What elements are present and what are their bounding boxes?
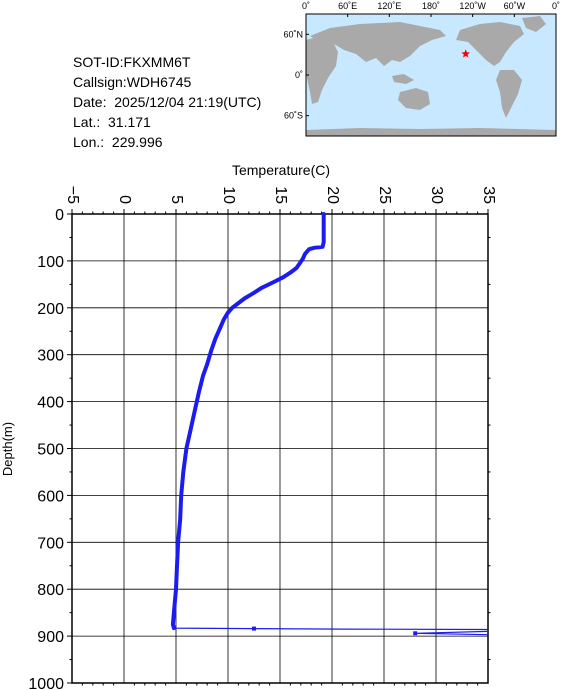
map-lon-label: 60˚E xyxy=(338,1,357,11)
y-tick-label: 900 xyxy=(37,629,64,646)
map-lon-label: 60˚W xyxy=(504,1,526,11)
y-tick-label: 800 xyxy=(37,582,64,599)
map-land-antarctica xyxy=(306,128,556,136)
chart-axes: −5 0 5 10 15 20 25 30 35010020030040050060070080… xyxy=(28,186,496,690)
map-lon-label: 0˚ xyxy=(302,1,310,11)
map-lat-label: 60˚N xyxy=(283,29,303,39)
map-land-eurasia xyxy=(310,22,446,66)
x-tick-label: 0 xyxy=(116,195,133,204)
map-land-greenland xyxy=(522,16,546,32)
lon-text: Lon.: 229.996 xyxy=(73,134,163,150)
map-lon-label: 0˚ xyxy=(552,1,560,11)
x-tick-label: 35 xyxy=(480,186,497,204)
y-tick-label: 700 xyxy=(37,535,64,552)
profile-line-segment xyxy=(415,630,488,636)
sot-id-text: SOT-ID:FKXMM6T xyxy=(73,54,191,70)
map-lon-label: 180˚ xyxy=(422,1,440,11)
chart-series xyxy=(170,212,488,636)
date-text: Date: 2025/12/04 21:19(UTC) xyxy=(73,94,262,110)
map-lon-label: 120˚E xyxy=(377,1,401,11)
profile-point xyxy=(413,631,418,636)
profile-line xyxy=(170,212,326,631)
map-land-australia xyxy=(398,88,430,110)
map-land-se-asia xyxy=(392,74,414,84)
map-lat-label: 0˚ xyxy=(295,70,303,80)
y-axis-title: Depth(m) xyxy=(0,422,15,476)
y-tick-label: 400 xyxy=(37,395,64,412)
y-tick-label: 300 xyxy=(37,348,64,365)
y-tick-label: 100 xyxy=(37,254,64,271)
float-info: SOT-ID:FKXMM6T Callsign:WDH6745 Date: 20… xyxy=(73,52,261,152)
map-marker-layer xyxy=(461,49,470,58)
x-tick-label: −5 xyxy=(64,186,81,204)
map-lat-label: 60˚S xyxy=(284,111,303,121)
map-lon-label: 120˚W xyxy=(459,1,486,11)
float-location-marker xyxy=(461,49,470,58)
chart-grid xyxy=(71,213,489,684)
y-tick-label: 600 xyxy=(37,488,64,505)
map-land-africa xyxy=(306,36,338,104)
lat-text: Lat.: 31.171 xyxy=(73,114,151,130)
x-axis-title: Temperature(C) xyxy=(232,162,330,178)
x-tick-label: 20 xyxy=(324,186,341,204)
x-tick-label: 10 xyxy=(220,186,237,204)
y-tick-label: 0 xyxy=(55,207,64,224)
x-tick-label: 25 xyxy=(376,186,393,204)
map-land-south-america xyxy=(496,70,522,118)
y-tick-label: 500 xyxy=(37,442,64,459)
x-tick-label: 15 xyxy=(272,186,289,204)
callsign-text: Callsign:WDH6745 xyxy=(73,74,192,90)
x-tick-label: 30 xyxy=(428,186,445,204)
y-tick-label: 1000 xyxy=(28,676,64,690)
map-continents xyxy=(306,16,556,136)
plot-frame xyxy=(71,213,489,684)
profile-point xyxy=(252,626,256,631)
profile-line-segment xyxy=(172,214,488,631)
world-map: 0˚ 60˚E 120˚E 180˚ 120˚W 60˚W 0˚ 60˚N 0˚ 60˚S xyxy=(283,1,560,137)
y-tick-label: 200 xyxy=(37,301,64,318)
x-tick-label: 5 xyxy=(168,195,185,204)
map-labels: 0˚ 60˚E 120˚E 180˚ 120˚W 60˚W 0˚ 60˚N 0˚ 60˚S xyxy=(283,1,560,121)
map-land-north-america xyxy=(456,22,524,66)
